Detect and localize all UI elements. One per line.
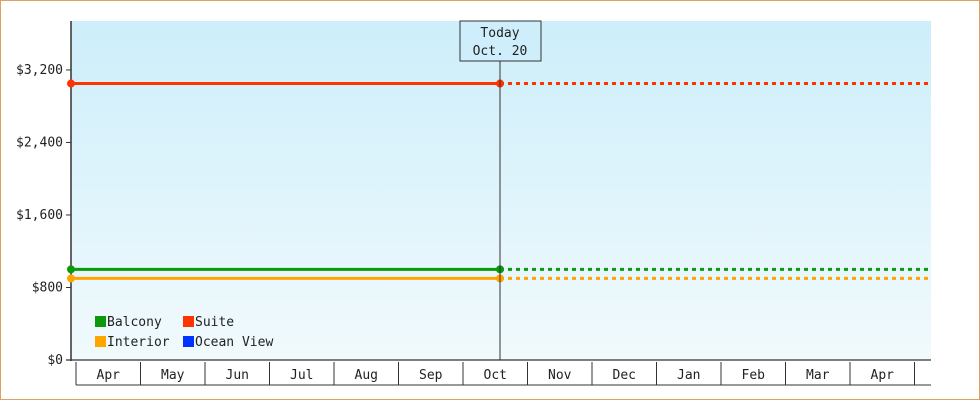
x-tick-label: Jul bbox=[290, 368, 313, 383]
today-label-date: Oct. 20 bbox=[473, 44, 528, 59]
y-tick-label: $0 bbox=[47, 353, 63, 368]
today-label-title: Today bbox=[480, 26, 519, 41]
series-point-start bbox=[67, 265, 75, 274]
legend-label: Suite bbox=[195, 315, 234, 330]
x-tick-label: Mar bbox=[806, 368, 830, 383]
legend-swatch bbox=[95, 336, 106, 347]
legend-swatch bbox=[183, 316, 194, 327]
plot-area bbox=[71, 21, 931, 360]
x-tick-label: Feb bbox=[742, 368, 766, 383]
y-tick-label: $2,400 bbox=[16, 135, 63, 150]
legend-label: Balcony bbox=[107, 315, 162, 330]
x-tick-label: Oct bbox=[484, 368, 507, 383]
legend-label: Ocean View bbox=[195, 335, 273, 350]
y-tick-label: $1,600 bbox=[16, 208, 63, 223]
today-label-box bbox=[459, 20, 542, 62]
x-tick-label: Dec bbox=[613, 368, 636, 383]
x-tick-label: May bbox=[161, 368, 185, 383]
x-tick-label: Apr bbox=[871, 368, 895, 383]
legend-swatch bbox=[95, 316, 106, 327]
legend-swatch bbox=[183, 336, 194, 347]
series-point-start bbox=[67, 79, 75, 88]
x-tick-label: Sep bbox=[419, 368, 443, 383]
y-tick-label: $3,200 bbox=[16, 63, 63, 78]
x-tick-label: Nov bbox=[548, 368, 572, 383]
y-tick-label: $800 bbox=[32, 280, 63, 295]
legend-label: Interior bbox=[107, 335, 170, 350]
x-tick-label: Aug bbox=[355, 368, 378, 383]
series-point-start bbox=[67, 274, 75, 283]
x-tick-label: Jan bbox=[677, 368, 700, 383]
x-tick-label: Apr bbox=[97, 368, 121, 383]
x-tick-label: Jun bbox=[226, 368, 249, 383]
